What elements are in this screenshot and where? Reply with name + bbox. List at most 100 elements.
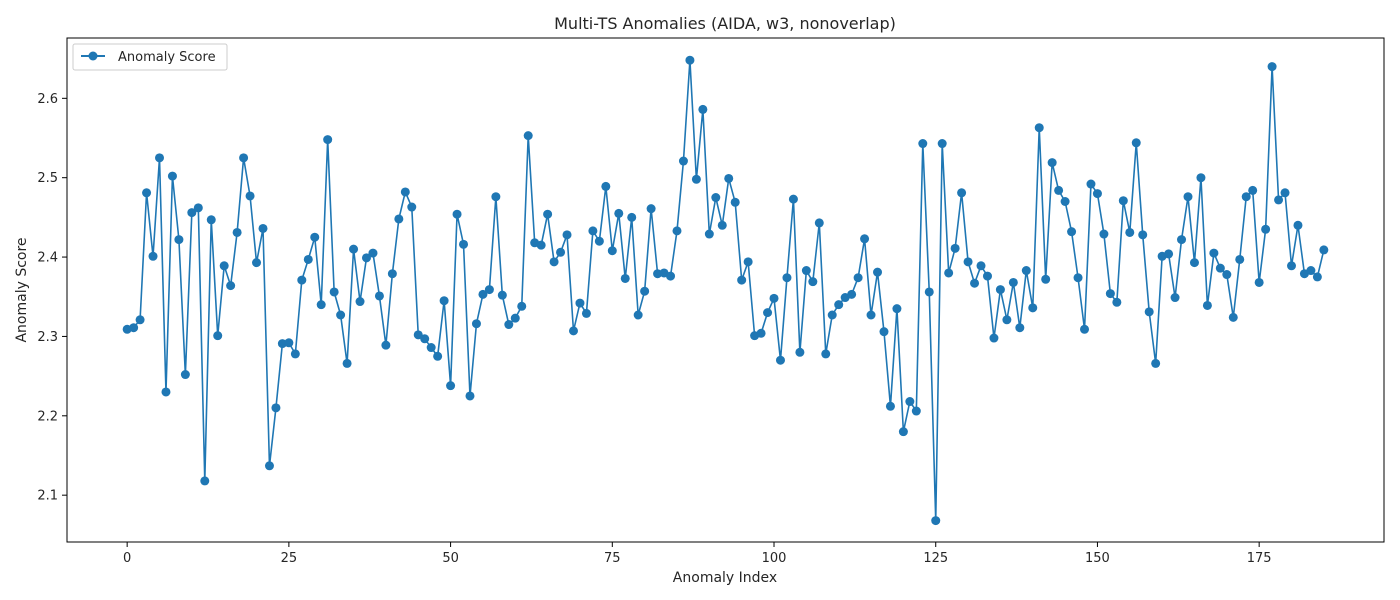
- data-point: [1060, 197, 1070, 206]
- data-point: [989, 333, 999, 343]
- data-point: [297, 275, 307, 285]
- data-point: [853, 273, 863, 283]
- data-point: [232, 227, 242, 237]
- data-point: [1131, 138, 1141, 148]
- data-point: [316, 300, 326, 310]
- data-point: [1241, 192, 1251, 202]
- data-point: [1228, 312, 1238, 322]
- data-point: [1047, 158, 1057, 168]
- y-tick-label: 2.3: [37, 330, 58, 345]
- data-point: [355, 297, 365, 307]
- data-point: [226, 281, 236, 291]
- data-point: [821, 349, 831, 359]
- data-point: [672, 226, 682, 236]
- data-point: [711, 193, 721, 203]
- x-tick-label: 175: [1247, 551, 1272, 566]
- data-point: [1164, 249, 1174, 259]
- data-point: [536, 240, 546, 250]
- x-axis: 0 25 50 75 100 125 150 175: [123, 542, 1272, 566]
- data-point: [931, 516, 941, 526]
- data-point: [1196, 173, 1206, 183]
- data-point: [614, 208, 624, 218]
- data-point: [1041, 274, 1051, 284]
- data-point: [1306, 266, 1316, 276]
- x-tick-label: 75: [604, 551, 621, 566]
- data-point: [963, 257, 973, 267]
- data-point: [374, 291, 384, 301]
- data-point: [911, 406, 921, 416]
- data-point: [1177, 235, 1187, 245]
- data-point: [627, 212, 637, 222]
- x-tick-label: 50: [442, 551, 459, 566]
- x-tick-label: 25: [281, 551, 298, 566]
- data-point: [439, 296, 449, 306]
- data-point: [329, 287, 339, 297]
- data-point: [995, 285, 1005, 295]
- data-point: [1170, 293, 1180, 303]
- data-point: [827, 310, 837, 320]
- data-point: [549, 257, 559, 267]
- data-point: [1287, 261, 1296, 271]
- data-point: [1138, 230, 1148, 240]
- data-point: [775, 355, 785, 365]
- data-point: [361, 253, 371, 263]
- legend-label: Anomaly Score: [118, 50, 216, 65]
- data-point: [581, 308, 591, 318]
- data-point: [924, 287, 934, 297]
- data-point: [400, 187, 410, 197]
- data-point: [1261, 224, 1271, 234]
- y-tick-label: 2.2: [37, 409, 58, 424]
- data-point: [407, 202, 417, 212]
- y-axis: 2.1 2.2 2.3 2.4 2.5 2.6: [37, 92, 67, 504]
- data-point: [982, 271, 992, 281]
- data-point: [575, 298, 585, 308]
- data-point: [387, 269, 397, 279]
- data-point: [556, 247, 566, 257]
- data-point: [1118, 196, 1128, 206]
- data-point: [879, 327, 889, 337]
- data-point: [691, 174, 701, 184]
- data-point: [678, 156, 688, 166]
- data-point: [1015, 323, 1025, 333]
- data-point: [1189, 258, 1199, 268]
- data-point: [1021, 266, 1031, 276]
- data-point: [180, 370, 190, 380]
- data-point: [756, 328, 766, 338]
- data-point: [381, 340, 391, 350]
- data-point: [1105, 289, 1115, 299]
- data-point: [1034, 123, 1044, 133]
- legend-box: [72, 43, 228, 71]
- y-tick-label: 2.6: [37, 92, 58, 107]
- data-point: [1235, 254, 1245, 264]
- data-point: [264, 461, 274, 471]
- data-point: [1092, 189, 1102, 199]
- data-point: [1080, 324, 1090, 334]
- data-point: [459, 239, 469, 249]
- data-point: [368, 248, 378, 258]
- data-point: [1002, 315, 1012, 325]
- data-point: [1215, 263, 1225, 273]
- data-point: [1209, 248, 1219, 258]
- data-point: [568, 326, 578, 336]
- data-point: [252, 258, 262, 268]
- data-point: [588, 226, 598, 236]
- plot-frame: [66, 37, 1385, 543]
- data-point: [666, 271, 676, 281]
- data-point: [801, 266, 811, 276]
- data-point: [484, 285, 494, 295]
- data-point: [446, 381, 456, 391]
- data-point: [290, 349, 300, 359]
- data-point: [1293, 220, 1303, 230]
- y-tick-label: 2.1: [37, 489, 58, 504]
- data-point: [167, 171, 177, 181]
- data-point: [161, 387, 171, 397]
- data-point: [1254, 277, 1264, 287]
- data-point: [743, 257, 753, 267]
- data-point: [905, 397, 915, 407]
- data-point: [1054, 185, 1064, 195]
- data-point: [471, 319, 481, 329]
- data-point: [413, 330, 423, 340]
- data-point: [303, 254, 313, 264]
- data-point: [1086, 179, 1096, 189]
- data-point: [478, 289, 488, 299]
